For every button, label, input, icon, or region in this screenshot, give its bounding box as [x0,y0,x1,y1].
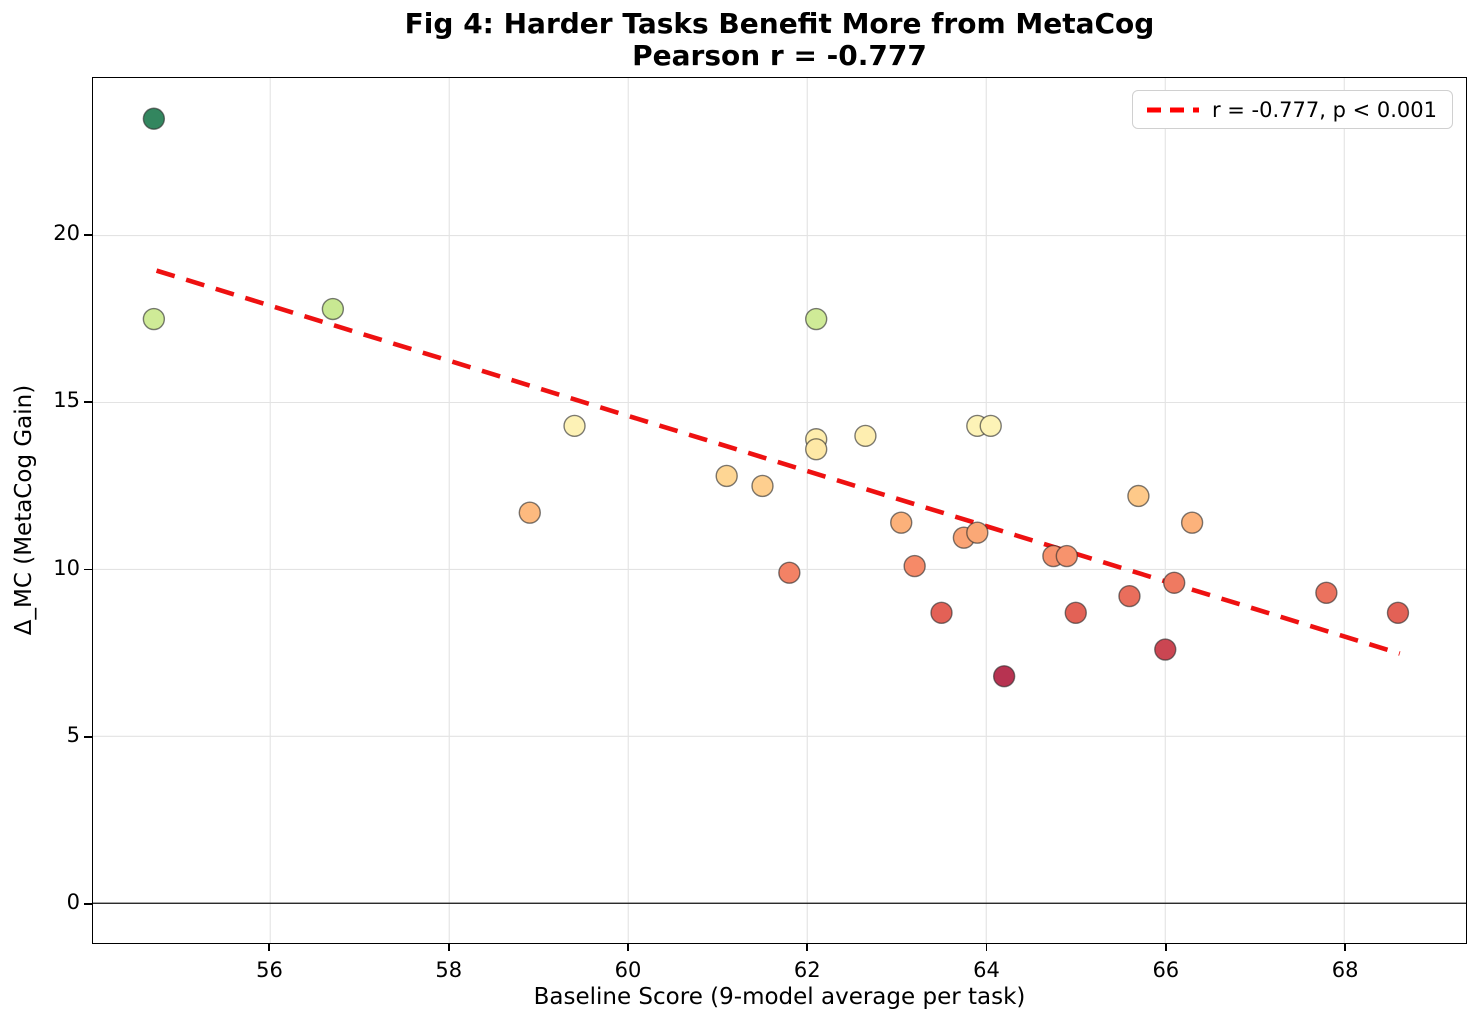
scatter-point [563,414,586,438]
y-tick-mark [84,401,92,404]
legend: r = -0.777, p < 0.001 [1131,90,1453,129]
scatter-point [321,297,345,321]
scatter-point [518,501,541,524]
x-tick-mark [1164,944,1167,951]
x-tick-label: 62 [793,958,821,982]
chart-title: Fig 4: Harder Tasks Benefit More from Me… [92,8,1467,72]
x-tick-mark [1344,944,1346,951]
scatter-point [890,511,913,534]
y-tick-label: 20 [53,220,80,245]
scatter-point [1386,601,1410,624]
x-tick-mark [447,944,450,951]
scatter-point [979,414,1002,438]
scatter-point [1180,511,1204,534]
x-tick-label: 64 [973,958,1000,982]
y-axis-label: Δ_MC (MetaCog Gain) [11,384,37,636]
x-axis-label: Baseline Score (9-model average per task… [533,984,1026,1010]
scatter-point [1118,584,1141,608]
scatter-point [930,601,953,624]
legend-label: r = -0.777, p < 0.001 [1211,97,1437,122]
scatter-point [142,307,166,331]
y-tick-mark [84,903,92,905]
y-tick-label: 10 [53,555,80,580]
scatter-point [751,474,774,498]
y-tick-mark [84,568,92,571]
x-tick-label: 56 [256,958,283,982]
chart-title-line2: Pearson r = -0.777 [632,39,927,72]
x-tick-mark [806,944,809,951]
y-tick-mark [84,735,92,738]
scatter-point [805,438,828,461]
scatter-point [1315,581,1338,604]
scatter-point [854,424,877,448]
legend-dashed-line-icon [1146,107,1199,112]
y-tick-label: 15 [53,388,80,413]
scatter-point [1154,638,1177,661]
scatter-point [966,521,989,544]
scatter-point [805,307,828,331]
scatter-point [903,554,926,578]
scatter-point [1055,544,1078,568]
scatter-point [778,561,801,584]
scatter-point [1163,571,1186,594]
chart-title-line1: Fig 4: Harder Tasks Benefit More from Me… [404,7,1155,40]
x-tick-label: 60 [614,958,642,982]
trend-line [155,268,1401,656]
x-tick-mark [268,944,271,951]
y-tick-label: 5 [66,722,80,747]
x-tick-label: 66 [1152,958,1180,982]
scatter-point [1064,601,1087,624]
y-tick-label: 0 [66,890,80,915]
scatter-point [1127,484,1150,508]
scatter-point [715,464,738,488]
scatter-point [142,107,166,130]
scatter-point [992,665,1016,688]
x-tick-mark [985,944,988,951]
y-tick-mark [84,233,92,236]
x-tick-label: 68 [1331,958,1359,982]
x-tick-label: 58 [435,958,463,982]
plot-area: r = -0.777, p < 0.001 [92,77,1467,944]
x-tick-mark [627,944,629,951]
scatter-plot-canvas [93,78,1466,943]
